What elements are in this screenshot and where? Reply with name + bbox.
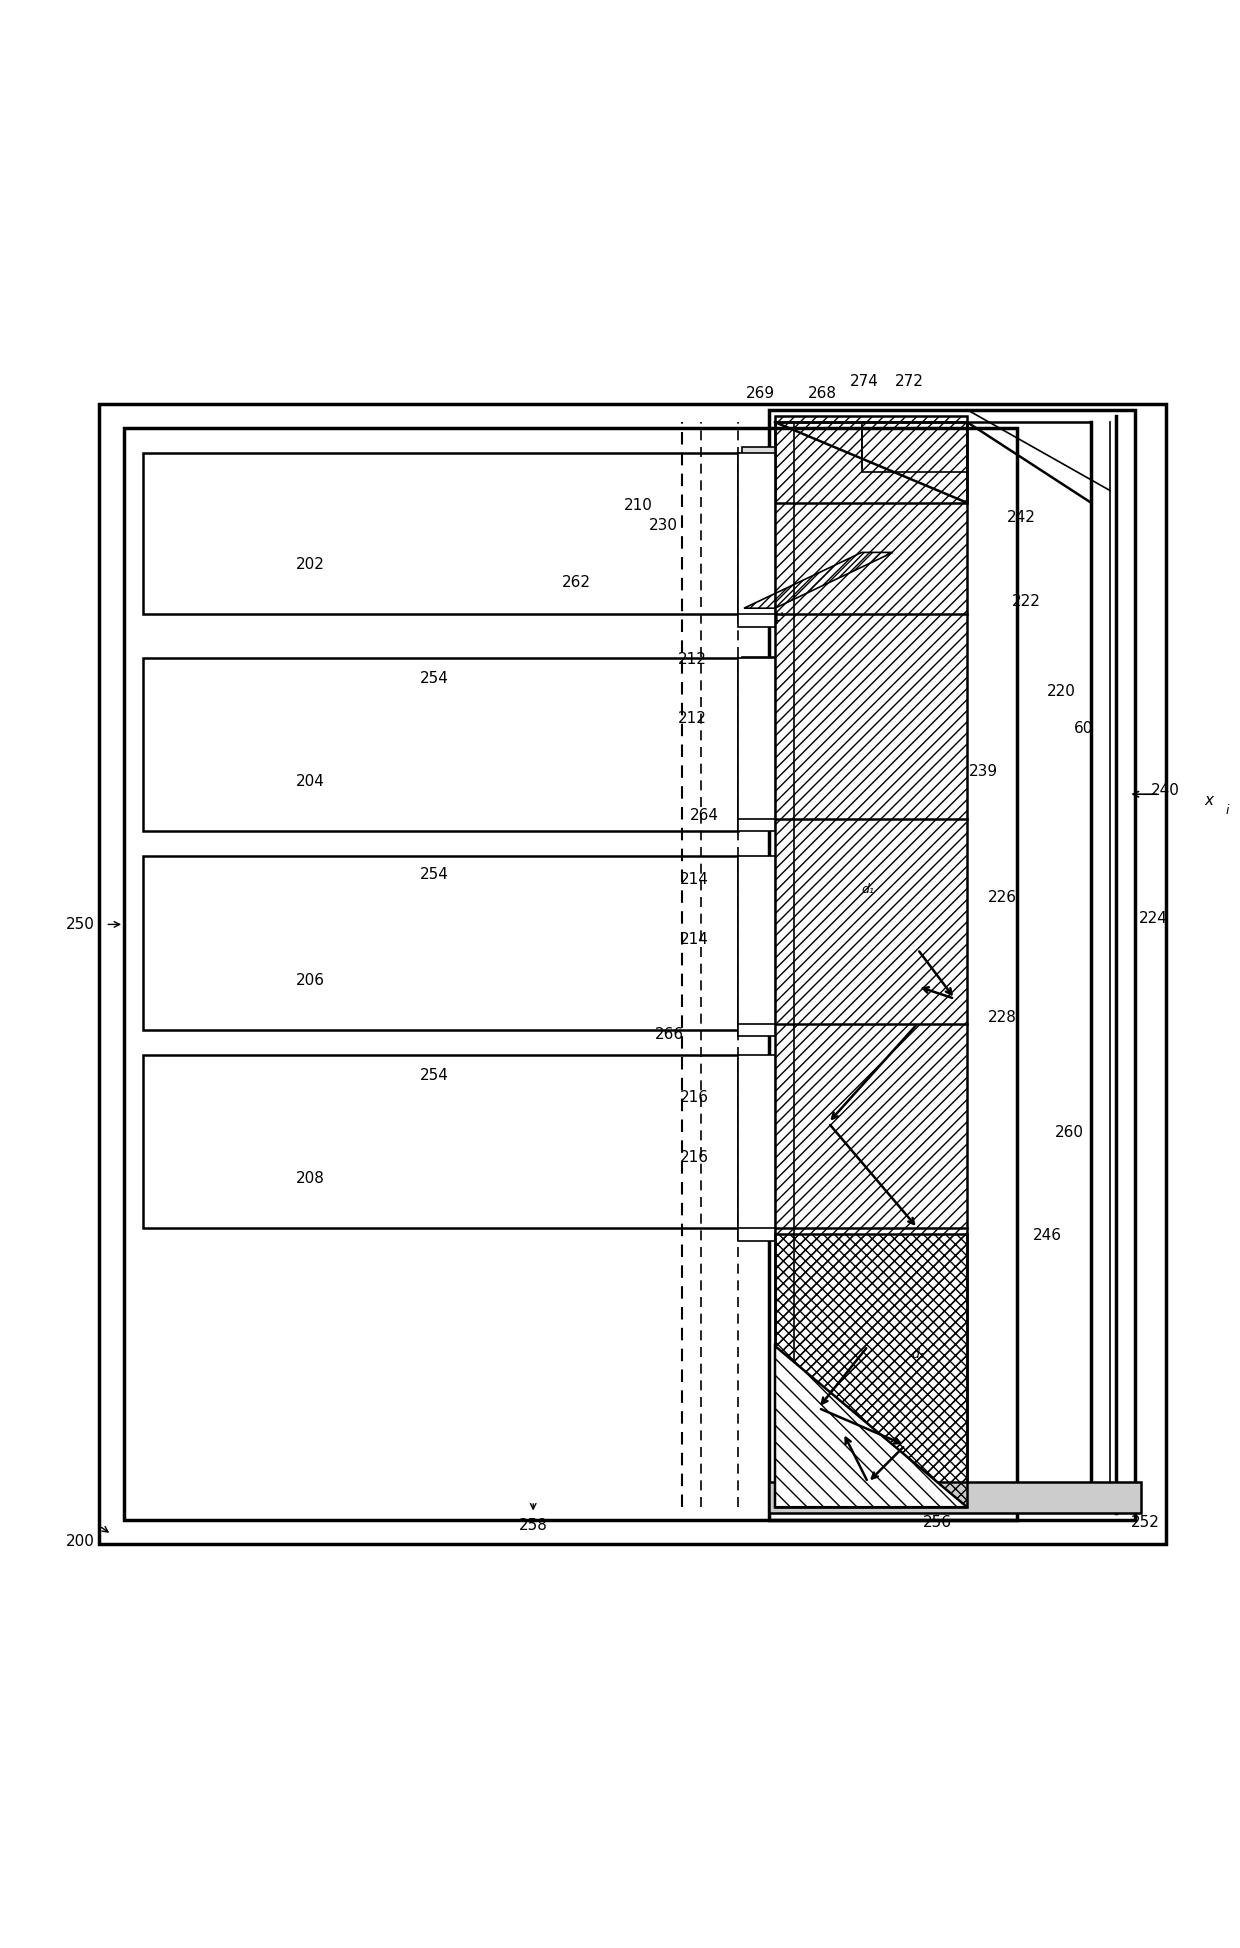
Bar	[862, 423, 967, 471]
Text: 216: 216	[680, 1149, 709, 1165]
Text: 212: 212	[677, 651, 707, 666]
Text: 60: 60	[1074, 721, 1094, 736]
Bar	[738, 658, 775, 818]
Bar	[742, 863, 775, 1019]
Bar	[742, 446, 775, 608]
Bar	[742, 656, 775, 812]
Text: 250: 250	[66, 918, 95, 931]
Text: 254: 254	[419, 1068, 449, 1083]
Bar	[775, 1235, 967, 1508]
Text: 274: 274	[849, 374, 879, 390]
Text: 210: 210	[624, 499, 653, 512]
Bar	[143, 454, 738, 614]
Text: 246: 246	[1033, 1227, 1063, 1243]
Text: 212: 212	[677, 711, 707, 727]
Text: 240: 240	[1151, 783, 1180, 799]
Text: 222: 222	[1012, 594, 1042, 610]
Text: 216: 216	[680, 1091, 709, 1106]
Text: 226: 226	[987, 890, 1017, 904]
Bar	[738, 857, 775, 1023]
Text: 258: 258	[518, 1517, 548, 1533]
Text: 272: 272	[894, 374, 924, 390]
Text: 254: 254	[419, 867, 449, 882]
Bar	[738, 602, 775, 627]
Text: 252: 252	[1131, 1516, 1161, 1529]
Text: 256: 256	[923, 1516, 952, 1529]
Bar	[143, 1054, 738, 1227]
Text: 260: 260	[1054, 1126, 1084, 1140]
Bar	[738, 1054, 775, 1227]
Text: 269: 269	[745, 386, 775, 401]
Bar	[143, 658, 738, 832]
Text: 200: 200	[66, 1535, 95, 1549]
Bar	[742, 1058, 775, 1225]
Bar	[738, 454, 775, 614]
Bar	[124, 429, 1017, 1519]
Text: 264: 264	[689, 808, 719, 822]
Text: 224: 224	[1138, 912, 1168, 925]
Text: 214: 214	[680, 873, 709, 886]
Text: d₂: d₂	[911, 1348, 924, 1362]
Bar	[99, 403, 1166, 1545]
Text: i: i	[1226, 805, 1229, 816]
Text: 264': 264'	[753, 612, 785, 627]
Bar	[775, 417, 967, 1508]
Text: x: x	[1204, 793, 1214, 808]
Text: 268: 268	[807, 386, 837, 401]
Text: 208: 208	[295, 1171, 325, 1186]
Text: 230: 230	[649, 518, 678, 532]
Bar	[143, 857, 738, 1030]
Text: 202: 202	[295, 557, 325, 573]
Text: d₁: d₁	[862, 882, 874, 896]
Bar	[738, 1011, 775, 1036]
Text: 206: 206	[295, 972, 325, 988]
Text: 220: 220	[1047, 684, 1076, 699]
Text: 228: 228	[987, 1009, 1017, 1025]
Text: 262: 262	[562, 575, 591, 590]
Bar	[738, 1216, 775, 1241]
Text: 266': 266'	[740, 604, 773, 619]
Bar	[738, 806, 775, 832]
Text: 239: 239	[968, 764, 998, 779]
Bar	[769, 1482, 1141, 1514]
Text: 254: 254	[419, 672, 449, 686]
Text: 214: 214	[680, 931, 709, 947]
Polygon shape	[775, 1346, 967, 1508]
Bar	[769, 409, 1135, 1519]
Text: 266: 266	[655, 1027, 684, 1042]
Text: 242: 242	[1007, 510, 1037, 526]
Text: 204: 204	[295, 773, 325, 789]
